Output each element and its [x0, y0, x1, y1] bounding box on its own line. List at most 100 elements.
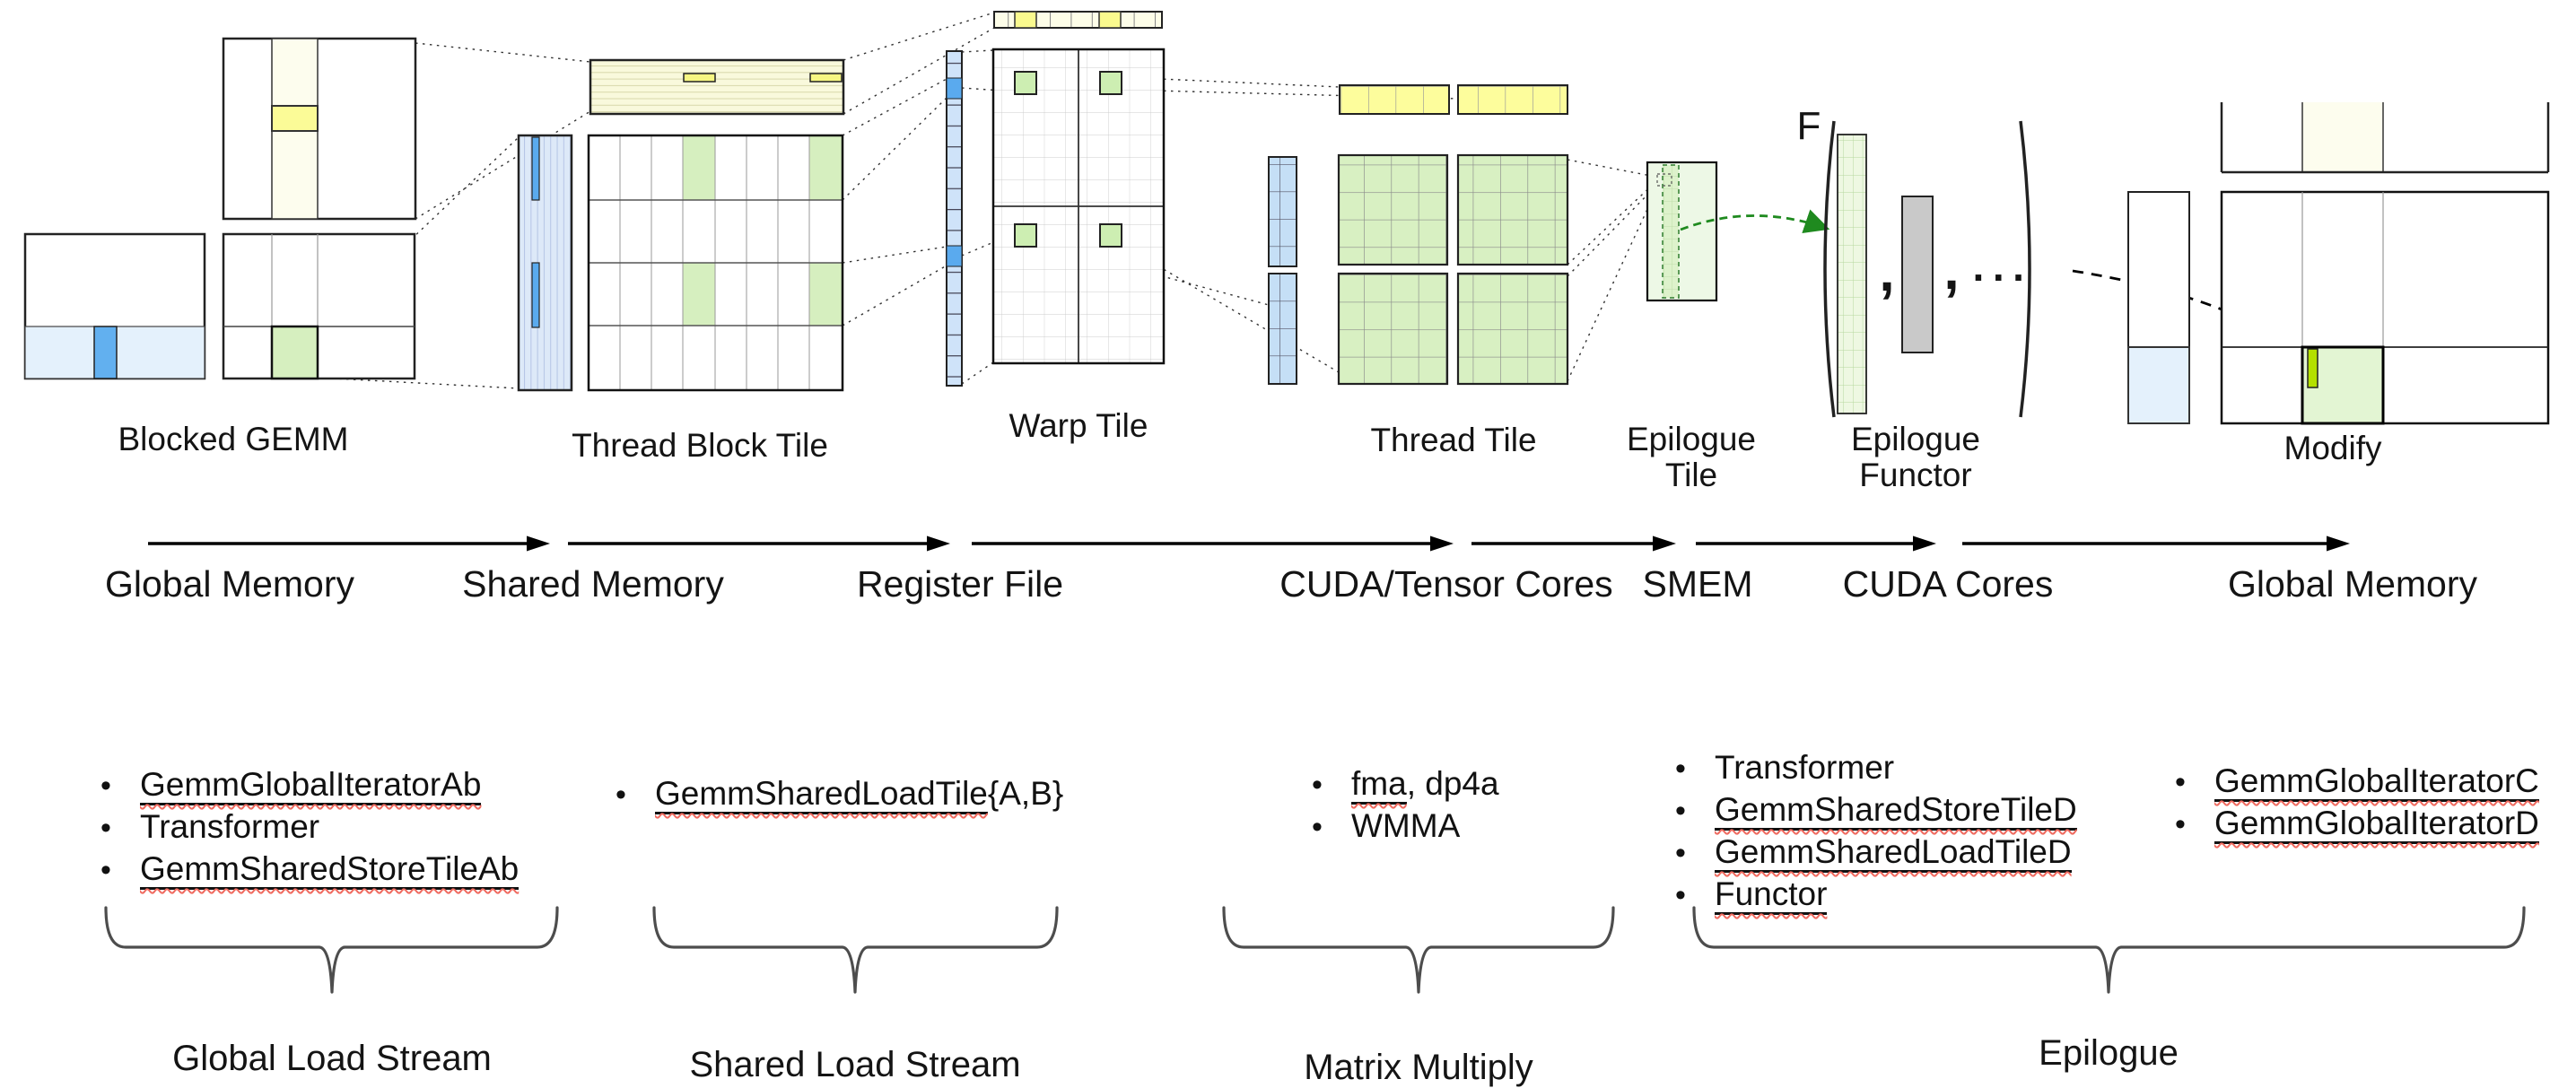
output-d-modified-fragment — [2307, 348, 2318, 388]
list-item-text: Transformer — [1715, 749, 1895, 786]
bullet-icon: • — [100, 811, 111, 845]
epilogue-functor-label-line1: Epilogue — [1850, 421, 1981, 457]
matrix-b — [222, 37, 417, 221]
smem-a-strip — [517, 134, 573, 392]
epilogue-list: • Transformer • GemmSharedStoreTileD • Gemm… — [1675, 747, 2077, 916]
stage-cuda-cores: CUDA Cores — [1842, 563, 2054, 605]
warp-grid — [991, 48, 1166, 365]
thread-b-fragment — [1339, 84, 1450, 115]
bullet-icon: • — [2175, 765, 2186, 799]
list-item: • GemmGlobalIteratorD — [2175, 803, 2539, 845]
thread-block-tile-label: Thread Block Tile — [572, 427, 828, 464]
output-top-matrix — [2220, 102, 2550, 174]
stage-global-memory-left: Global Memory — [105, 563, 354, 605]
thread-accumulator-tile — [1456, 153, 1569, 266]
thread-tile-figure — [1268, 84, 1569, 386]
epilogue-tile-column — [1662, 164, 1680, 299]
list-item: • GemmSharedLoadTile{A,B} — [616, 773, 1063, 815]
list-item: • GemmGlobalIteratorAb — [100, 764, 519, 806]
matrix-c-tile-highlight — [270, 325, 319, 380]
smem-b-strip — [589, 58, 845, 116]
functor-to-modify-arrow — [2072, 269, 2298, 345]
warp-tile-label: Warp Tile — [1009, 407, 1148, 444]
warp-thread-cell — [1099, 71, 1122, 95]
list-item-text: fma, dp4a — [1351, 763, 1499, 805]
functor-comma: , — [1879, 241, 1895, 303]
smem-b-fragment — [809, 73, 843, 83]
list-item-text: Transformer — [140, 808, 320, 845]
modify-figure — [2127, 102, 2550, 425]
stage-smem: SMEM — [1642, 563, 1753, 605]
thread-accumulator-tile — [1456, 272, 1569, 386]
close-paren — [2019, 120, 2031, 418]
brace-shared-load-stream — [652, 906, 1059, 994]
epilogue-functor-label-line2: Functor — [1859, 457, 1972, 493]
bullet-icon: • — [616, 778, 626, 812]
epilogue-group-label: Epilogue — [2039, 1033, 2179, 1073]
matrix-multiply-list: • fma, dp4a • WMMA — [1312, 763, 1499, 848]
stage-shared-memory: Shared Memory — [462, 563, 724, 605]
warp-b-active-cell — [1014, 11, 1037, 29]
thread-a-fragment — [1268, 273, 1297, 385]
shared-load-stream-label: Shared Load Stream — [689, 1045, 1021, 1084]
list-item: • Functor — [1675, 874, 2077, 916]
brace-epilogue — [1692, 906, 2526, 994]
list-item: • GemmSharedStoreTileD — [1675, 789, 2077, 831]
epilogue-tile-figure — [1646, 161, 1830, 302]
register-fragment-strip — [946, 50, 963, 387]
list-item: • GemmGlobalIteratorC — [2175, 761, 2539, 803]
epilogue-functor-figure — [1823, 120, 2298, 418]
list-item-text: WMMA — [1351, 807, 1461, 844]
epilogue-functor-label: Epilogue Functor — [1851, 422, 1980, 493]
list-item-text: GemmSharedLoadTile{A,B} — [655, 773, 1063, 814]
warp-thread-cell — [1014, 71, 1037, 95]
bullet-icon: • — [1675, 878, 1686, 912]
modify-label: Modify — [2283, 430, 2382, 466]
smem-a-fragment — [531, 262, 540, 328]
bullet-icon: • — [100, 769, 111, 803]
epilogue-tile-label: Epilogue Tile — [1627, 422, 1756, 493]
global-load-stream-label: Global Load Stream — [172, 1039, 492, 1078]
matrix-a-tile-highlight — [93, 326, 118, 379]
functor-f-symbol: F — [1796, 104, 1821, 148]
shared-load-stream-list: • GemmSharedLoadTile{A,B} — [616, 773, 1063, 815]
global-load-stream-list: • GemmGlobalIteratorAb • Transformer • Gemm… — [100, 764, 520, 891]
epilogue-tile-rect — [1646, 161, 1718, 302]
bullet-icon: • — [1675, 794, 1686, 828]
functor-accumulator-strip — [1837, 134, 1867, 414]
epilogue-tile-label-line1: Epilogue — [1626, 421, 1757, 457]
warp-tile-figure — [991, 11, 1166, 365]
list-item: • fma, dp4a — [1312, 763, 1499, 805]
thread-accumulator-tile — [1337, 272, 1449, 386]
bullet-icon: • — [1675, 836, 1686, 870]
stage-global-memory-right: Global Memory — [2228, 563, 2477, 605]
list-item-text: GemmGlobalIteratorC — [2214, 761, 2539, 802]
thread-block-tile-figure — [517, 50, 963, 392]
functor-comma: , — [1943, 239, 1960, 301]
thread-block-grid — [587, 134, 844, 392]
matrix-b-tile-highlight — [271, 105, 319, 132]
list-item-text: Functor — [1715, 874, 1828, 915]
functor-ellipsis: ··· — [1972, 254, 2033, 300]
brace-matrix-multiply — [1222, 906, 1615, 994]
smem-a-fragment — [531, 136, 540, 201]
matrix-c — [222, 232, 416, 380]
smem-b-fragment — [683, 73, 716, 83]
list-item-text: GemmGlobalIteratorD — [2214, 803, 2539, 844]
warp-thread-cell — [1099, 223, 1122, 248]
stage-register-file: Register File — [856, 563, 1064, 605]
output-left-partial-highlight — [2127, 346, 2190, 424]
epilogue-tile-label-line2: Tile — [1664, 457, 1718, 493]
list-item: • GemmSharedStoreTileAb — [100, 849, 520, 891]
thread-accumulator-tile — [1337, 153, 1449, 266]
global-iterator-list: • GemmGlobalIteratorC • GemmGlobalIterator… — [2175, 761, 2539, 845]
thread-b-fragment — [1457, 84, 1568, 115]
bullet-icon: • — [100, 853, 111, 887]
list-item-text: GemmSharedLoadTileD — [1715, 831, 2072, 873]
list-item-text: GemmGlobalIteratorAb — [140, 764, 482, 805]
thread-a-fragment — [1268, 156, 1297, 267]
stage-cuda-tensor-cores: CUDA/Tensor Cores — [1279, 563, 1613, 605]
list-item-text: GemmSharedStoreTileAb — [140, 849, 520, 890]
